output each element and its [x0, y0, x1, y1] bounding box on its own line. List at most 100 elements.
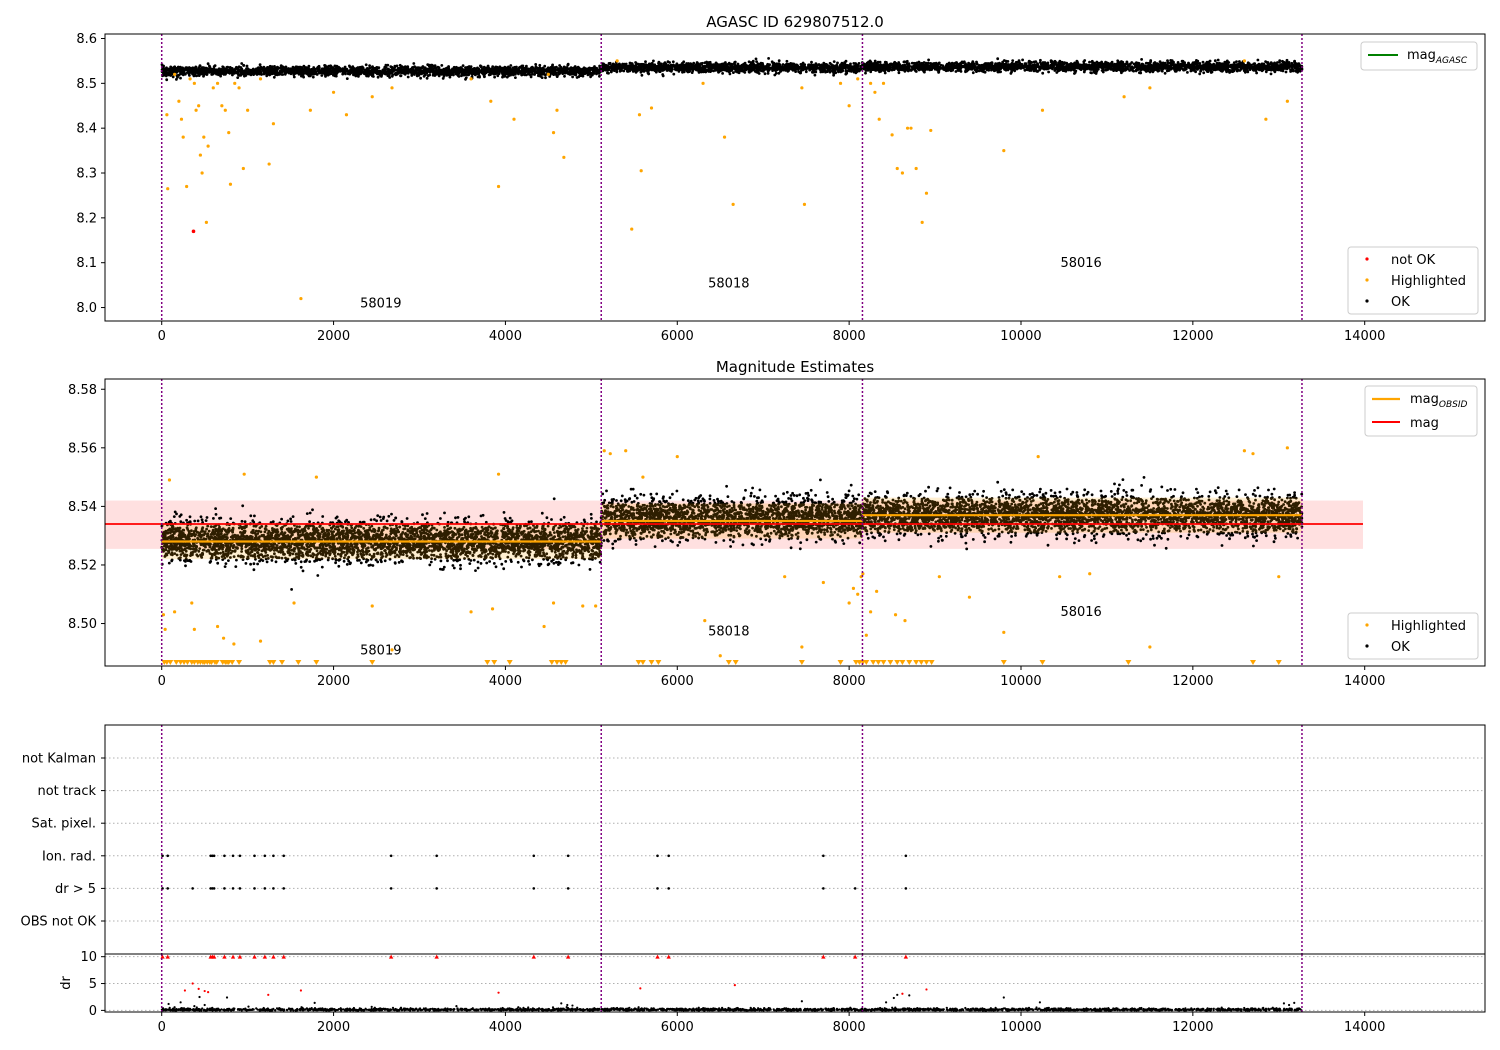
- data-point-ok: [446, 72, 449, 76]
- data-point-ok: [540, 70, 544, 74]
- data-point-ok: [371, 65, 374, 69]
- data-point-ok: [426, 63, 430, 66]
- data-point-ok: [329, 69, 332, 73]
- data-point-ok: [377, 66, 381, 70]
- data-point-ok: [462, 71, 466, 75]
- data-point-ok: [682, 68, 686, 72]
- data-point-ok: [650, 63, 654, 67]
- data-point-ok: [273, 65, 276, 68]
- data-point-ok: [415, 70, 418, 74]
- data-point-ok: [646, 67, 650, 71]
- data-point-ok: [394, 71, 398, 75]
- data-point-ok: [194, 74, 198, 78]
- data-point-ok: [395, 64, 399, 68]
- data-point-ok: [794, 70, 797, 73]
- data-point-ok: [415, 74, 419, 78]
- data-point-ok: [172, 69, 176, 73]
- data-point-ok: [897, 71, 901, 75]
- data-point-ok: [792, 62, 796, 66]
- data-point-ok: [759, 64, 763, 67]
- data-point-ok: [358, 68, 361, 71]
- data-point-ok: [390, 74, 394, 78]
- data-point-ok: [690, 63, 694, 67]
- data-point-ok: [240, 62, 244, 65]
- data-point-ok: [458, 66, 462, 70]
- data-point-ok: [1140, 58, 1143, 61]
- data-point-ok: [774, 71, 778, 75]
- data-point-ok: [588, 66, 591, 70]
- data-point-ok: [222, 73, 226, 76]
- data-point-ok: [845, 65, 849, 69]
- data-point-ok: [636, 66, 640, 69]
- data-point-ok: [214, 70, 218, 74]
- data-point-ok: [506, 71, 510, 74]
- data-point-ok: [823, 65, 827, 69]
- data-point-ok: [426, 67, 429, 71]
- data-point-ok: [710, 69, 714, 72]
- data-point-ok: [804, 67, 807, 70]
- data-point-ok: [375, 68, 379, 72]
- data-point-ok: [455, 65, 458, 69]
- data-point-ok: [483, 69, 487, 73]
- data-point-ok: [755, 60, 758, 63]
- data-point-ok: [202, 72, 205, 76]
- data-point-ok: [477, 72, 481, 76]
- data-point-ok: [566, 63, 570, 67]
- data-point-ok: [832, 73, 835, 77]
- data-point-ok: [1023, 68, 1027, 72]
- data-point-ok: [639, 63, 642, 66]
- data-point-ok: [724, 61, 727, 64]
- data-point-ok: [198, 70, 202, 74]
- data-point-ok: [164, 74, 168, 78]
- data-point-ok: [1246, 70, 1250, 74]
- data-point-ok: [620, 66, 624, 70]
- data-point-ok: [380, 73, 384, 77]
- data-point-ok: [489, 71, 492, 75]
- data-point-ok: [480, 70, 484, 74]
- data-point-ok: [509, 64, 513, 67]
- data-point-ok: [262, 72, 266, 76]
- data-point-ok: [406, 71, 410, 75]
- data-point-ok: [513, 65, 517, 69]
- data-point-ok: [433, 74, 437, 77]
- data-point-ok: [419, 76, 422, 80]
- data-point-ok: [848, 64, 852, 68]
- data-point-ok: [843, 61, 847, 65]
- data-point-ok: [221, 65, 225, 69]
- data-point-ok: [702, 70, 706, 73]
- data-point-ok: [609, 65, 612, 69]
- data-point-ok: [828, 61, 832, 65]
- data-point-ok: [464, 73, 468, 76]
- data-point-ok: [481, 67, 485, 71]
- data-point-ok: [543, 64, 547, 68]
- data-point-ok: [544, 73, 547, 77]
- data-point-ok: [767, 66, 771, 70]
- data-point-ok: [523, 68, 527, 71]
- data-point-ok: [328, 67, 332, 70]
- data-point-ok: [320, 74, 324, 77]
- data-point-ok: [714, 64, 718, 68]
- data-point-ok: [546, 66, 550, 70]
- data-point-ok: [473, 67, 477, 70]
- data-point-ok: [533, 70, 537, 74]
- data-point-ok: [436, 65, 440, 69]
- data-point-ok: [308, 72, 311, 76]
- data-point-ok: [603, 68, 607, 72]
- data-point-ok: [510, 68, 513, 72]
- data-point-ok: [326, 69, 329, 73]
- data-point-ok: [658, 70, 662, 73]
- data-point-ok: [530, 65, 534, 69]
- data-point-ok: [222, 70, 226, 73]
- data-point-ok: [845, 71, 849, 75]
- data-point-ok: [354, 74, 358, 78]
- data-point-ok: [534, 63, 538, 66]
- data-point-ok: [244, 71, 248, 74]
- data-point-ok: [810, 65, 814, 69]
- data-point-ok: [348, 72, 352, 76]
- data-point-ok: [464, 77, 467, 81]
- data-point-ok: [742, 70, 745, 73]
- data-point-ok: [633, 69, 637, 72]
- data-point-ok: [325, 65, 329, 69]
- data-point-ok: [234, 67, 237, 71]
